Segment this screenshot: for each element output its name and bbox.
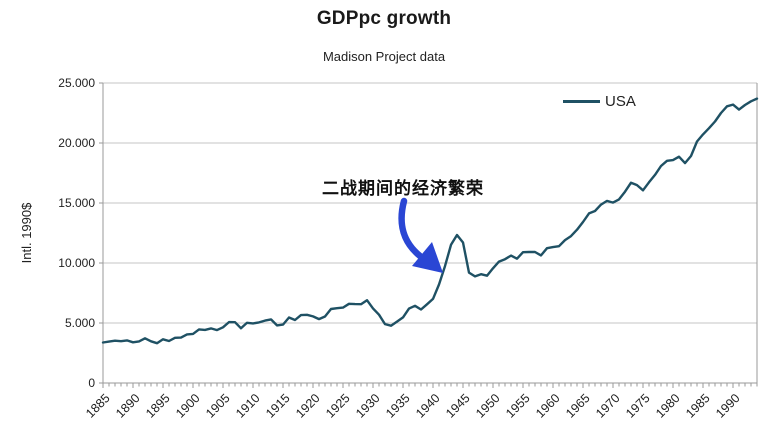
chart-subtitle: Madison Project data	[322, 49, 446, 64]
legend-line-swatch	[563, 99, 600, 103]
y-tick-label: 15.000	[58, 196, 95, 210]
annotation-text: 二战期间的经济繁荣	[322, 179, 484, 198]
y-tick-label: 20.000	[58, 136, 95, 150]
y-tick-label: 5.000	[64, 316, 95, 330]
legend-series-label: USA	[605, 92, 636, 110]
y-tick-label: 0	[88, 376, 95, 390]
series-line-usa	[101, 97, 759, 345]
y-tick-label: 25.000	[58, 76, 95, 90]
legend: USA	[563, 92, 636, 110]
chart-title: GDPpc growth	[316, 8, 452, 29]
y-tick-label: 10.000	[58, 256, 95, 270]
